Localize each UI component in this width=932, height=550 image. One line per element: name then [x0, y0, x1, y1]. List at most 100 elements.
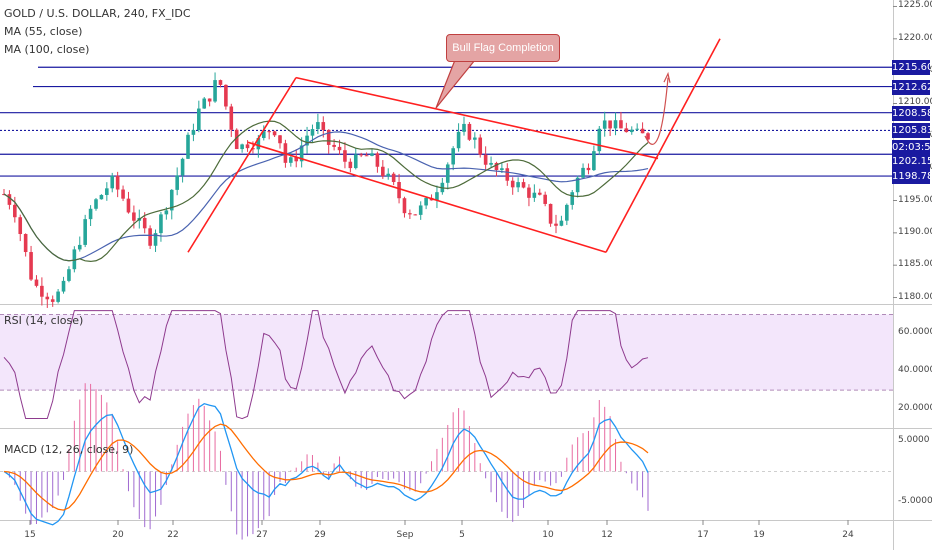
candle-body: [435, 192, 439, 201]
candle-body: [272, 131, 277, 136]
candle-body: [110, 175, 115, 189]
candle-body: [343, 150, 347, 162]
x-tick-label: 5: [459, 530, 465, 540]
price-level-label: 1208.58: [892, 105, 932, 121]
y-tick-label: 1220.00: [898, 32, 932, 43]
ma55-line: [3, 120, 649, 263]
candle-body: [61, 280, 66, 292]
candle-body: [240, 144, 244, 150]
macd-line: [3, 402, 649, 526]
candle-body: [229, 106, 234, 130]
rsi-legend: RSI (14, close): [4, 314, 84, 327]
price-level-label: 02:03:57: [892, 140, 932, 156]
candle-body: [121, 189, 125, 199]
macd-y-tick-label: 5.0000: [898, 435, 930, 446]
candle-body: [126, 198, 131, 213]
x-tick-label: 17: [697, 530, 709, 540]
candle-body: [597, 128, 602, 152]
candle-body: [565, 204, 569, 221]
candle-body: [326, 129, 331, 145]
candle-body: [445, 164, 450, 183]
candle-body: [532, 192, 537, 198]
candle-body: [375, 153, 380, 167]
candle-body: [169, 189, 174, 211]
candle-body: [543, 194, 547, 204]
breakout-line: [605, 38, 721, 253]
channel-lower-line: [247, 141, 607, 254]
price-level-label: 1212.62: [892, 79, 932, 95]
y-tick-label: 1210.00: [898, 97, 932, 108]
candle-body: [207, 98, 212, 102]
candle-body: [45, 296, 50, 300]
y-tick-label: 1225.00: [898, 0, 932, 11]
candle-body: [608, 120, 612, 129]
candle-body: [613, 120, 618, 129]
candle-body: [40, 285, 44, 297]
candle-body: [180, 158, 185, 176]
candle-body: [337, 146, 342, 151]
candle-body: [386, 173, 391, 177]
rsi-band: [0, 314, 893, 391]
candle-body: [18, 217, 23, 235]
x-tick-label: 20: [112, 530, 124, 540]
candle-body: [478, 137, 483, 155]
candle-body: [353, 154, 358, 169]
candle-body: [191, 130, 196, 135]
candle-body: [278, 135, 282, 144]
y-tick-label: 1185.00: [898, 259, 932, 270]
candle-body: [132, 212, 136, 221]
candle-body: [29, 252, 33, 280]
symbol-legend: GOLD / U.S. DOLLAR, 240, FX_IDC: [4, 7, 191, 20]
candle-body: [592, 151, 596, 171]
candle-body: [99, 194, 104, 200]
candles: [2, 72, 650, 308]
candle-body: [294, 157, 299, 162]
candle-body: [527, 187, 531, 198]
price-level-label: 1202.15: [892, 154, 932, 170]
candle-body: [467, 123, 472, 140]
candle-body: [413, 214, 418, 216]
projection-arrow: [644, 77, 669, 145]
candle-body: [34, 279, 39, 286]
candle-body: [13, 204, 17, 218]
candle-body: [451, 148, 455, 165]
candle-body: [370, 153, 374, 156]
y-tick-label: 1190.00: [898, 226, 932, 237]
candle-body: [299, 145, 304, 162]
candle-body: [500, 168, 504, 170]
x-tick-label: 12: [601, 530, 613, 540]
macd-legend: MACD (12, 26, close, 9): [4, 443, 134, 456]
candle-body: [186, 134, 190, 159]
candle-body: [202, 98, 207, 109]
candle-body: [56, 291, 60, 302]
y-tick-label: 1195.00: [898, 194, 932, 205]
price-level-label: 1205.83: [892, 123, 932, 139]
candle-body: [397, 182, 401, 199]
candle-body: [629, 129, 634, 133]
candle-body: [94, 199, 98, 209]
candle-body: [619, 120, 623, 129]
candle-body: [105, 188, 109, 195]
candle-body: [402, 198, 407, 214]
candle-body: [381, 166, 385, 177]
candle-body: [575, 177, 580, 193]
x-tick-label: 24: [842, 530, 854, 540]
rsi-line: [3, 310, 649, 420]
x-tick-label: 10: [542, 530, 554, 540]
candle-body: [505, 168, 510, 181]
candle-body: [148, 228, 152, 246]
candle-body: [256, 138, 261, 150]
candle-body: [391, 173, 396, 183]
candle-body: [88, 208, 93, 220]
candle-body: [72, 249, 77, 270]
candle-body: [554, 223, 558, 226]
candle-body: [234, 129, 239, 150]
candle-body: [153, 233, 158, 246]
candle-body: [321, 122, 326, 130]
candle-body: [316, 122, 320, 130]
candle-body: [175, 175, 179, 190]
candle-body: [224, 84, 228, 107]
candle-body: [624, 128, 629, 133]
candle-body: [245, 144, 250, 149]
